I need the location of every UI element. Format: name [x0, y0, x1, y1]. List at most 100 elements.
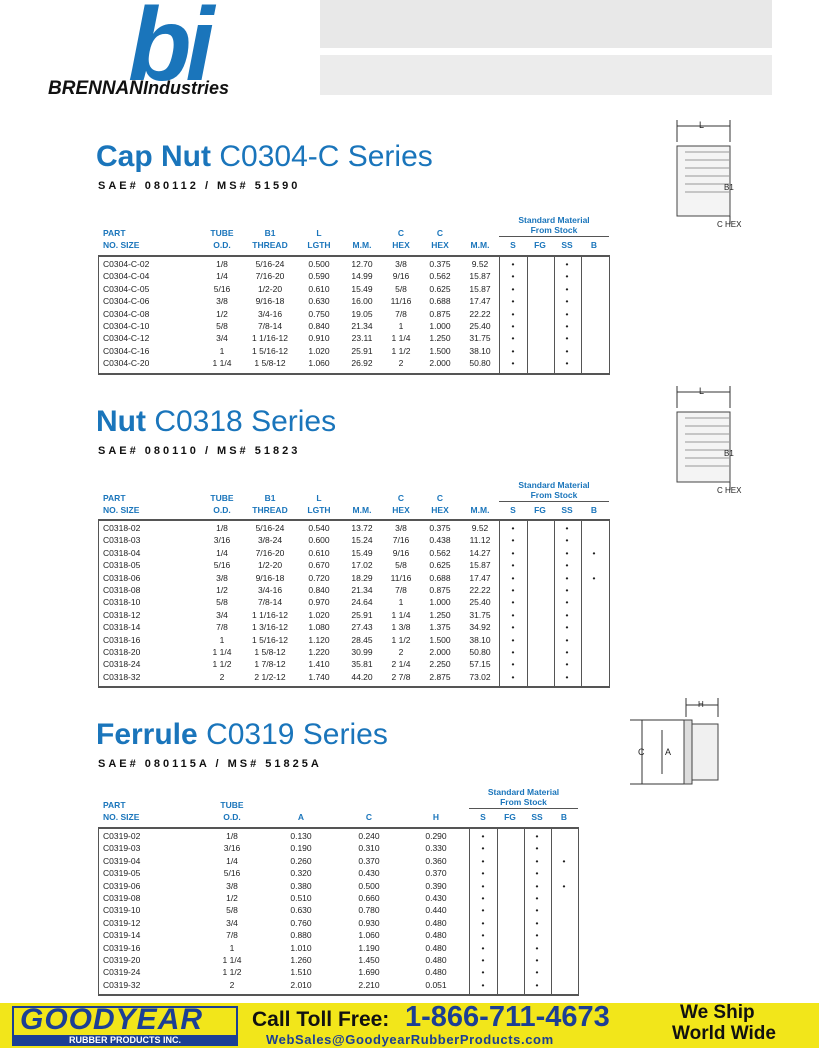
cell: 38.10 [469, 345, 491, 356]
cell: 1 5/8-12 [254, 647, 286, 657]
stock-dot: • [511, 535, 515, 546]
cell: 9/16-18 [255, 572, 285, 583]
cell: 11.12 [469, 535, 491, 546]
cell: 1.020 [308, 345, 330, 356]
footer-ship: We Ship [680, 1002, 755, 1023]
cell: 1/8 [226, 831, 238, 841]
cell: 0.562 [429, 271, 451, 282]
cell: 0.750 [308, 308, 330, 319]
cell: 25.40 [469, 321, 491, 331]
cell: 3/4 [216, 333, 228, 344]
cell: 26.92 [351, 358, 373, 369]
stock-dot: • [565, 634, 569, 645]
column-header: NO. SIZE [103, 505, 140, 515]
column-header: C [365, 812, 373, 822]
stock-dot: • [565, 572, 569, 583]
cell: 1/2 [216, 308, 228, 319]
stock-dot: • [511, 585, 515, 595]
column-header: C [397, 493, 405, 503]
section-title: Nut C0318 Series [96, 405, 336, 439]
column-line [581, 519, 582, 687]
cell: C0318-08 [103, 585, 141, 595]
cell: 1.260 [290, 955, 312, 965]
cell: 1/2-20 [257, 283, 283, 294]
cell: C0319-14 [103, 930, 141, 941]
stock-dot: • [565, 597, 569, 608]
cell: 3/8 [226, 880, 238, 891]
stock-dot: • [565, 535, 569, 546]
logo-mark: bi [128, 0, 214, 103]
cell: 1 1/16-12 [252, 609, 288, 620]
cell: 2.250 [429, 659, 451, 670]
table-border [98, 519, 610, 521]
cell: 1 5/8-12 [254, 358, 286, 369]
cell: 9.52 [471, 259, 489, 269]
title-bold: Ferrule [96, 718, 198, 751]
cell: 1.510 [290, 967, 312, 978]
cell: 73.02 [469, 671, 491, 682]
stock-dot: • [535, 905, 539, 916]
cell: 1.410 [308, 659, 330, 670]
cell: 27.43 [351, 622, 373, 633]
stock-dot: • [511, 560, 515, 571]
cell: 0.500 [308, 259, 330, 269]
stock-dot: • [511, 523, 515, 533]
stock-dot: • [481, 831, 485, 841]
rule [469, 808, 578, 809]
cell: C0304-C-06 [103, 296, 150, 307]
cell: 1/8 [216, 259, 228, 269]
cell: C0319-06 [103, 880, 141, 891]
cell: 1.190 [358, 942, 380, 953]
column-header: PART [103, 800, 126, 810]
stock-dot: • [511, 647, 515, 657]
stock-dot: • [481, 917, 485, 928]
stock-dot: • [535, 893, 539, 903]
cell: 0.480 [425, 967, 447, 978]
stock-dot: • [535, 831, 539, 841]
stock-dot: • [511, 296, 515, 307]
material-header: SS [561, 240, 573, 250]
column-line [554, 519, 555, 687]
stock-dot: • [565, 321, 569, 331]
cell: 7/8 [395, 308, 407, 319]
column-header: THREAD [252, 505, 288, 515]
cell: 7/8-14 [257, 321, 283, 331]
material-header: FG [504, 812, 516, 822]
cell: 0.480 [425, 917, 447, 928]
cell: 0.370 [358, 855, 380, 866]
cell: 17.47 [469, 572, 491, 583]
stock-dot: • [511, 321, 515, 331]
column-header: O.D. [223, 812, 241, 822]
diagram-label: L [699, 386, 704, 396]
stock-dot: • [565, 585, 569, 595]
cell: 0.600 [308, 535, 330, 546]
stock-dot: • [592, 572, 596, 583]
column-header: HEX [392, 505, 410, 515]
cell: 1 1/16-12 [252, 333, 288, 344]
cell: 2.000 [429, 647, 451, 657]
column-line [497, 827, 498, 995]
stock-dot: • [481, 955, 485, 965]
column-line [469, 827, 470, 995]
cell: 1.690 [358, 967, 380, 978]
column-header: C [436, 228, 444, 238]
cell: 15.87 [469, 283, 491, 294]
cell: 1 1/4 [391, 333, 411, 344]
cell: 0.760 [290, 917, 312, 928]
cell: 1.000 [429, 597, 451, 608]
cell: 2 [229, 979, 235, 990]
stock-dot: • [535, 967, 539, 978]
cell: 0.360 [425, 855, 447, 866]
cell: 31.75 [469, 333, 491, 344]
table-border [98, 255, 610, 257]
cell: 50.80 [469, 647, 491, 657]
cell: 0.375 [429, 259, 451, 269]
column-header: HEX [431, 240, 449, 250]
stock-dot: • [562, 880, 566, 891]
stock-dot: • [511, 271, 515, 282]
cell: 0.190 [290, 843, 312, 854]
cell: 5/8 [395, 283, 407, 294]
cell: 0.670 [308, 560, 330, 571]
stock-dot: • [481, 893, 485, 903]
cell: 0.430 [425, 893, 447, 903]
